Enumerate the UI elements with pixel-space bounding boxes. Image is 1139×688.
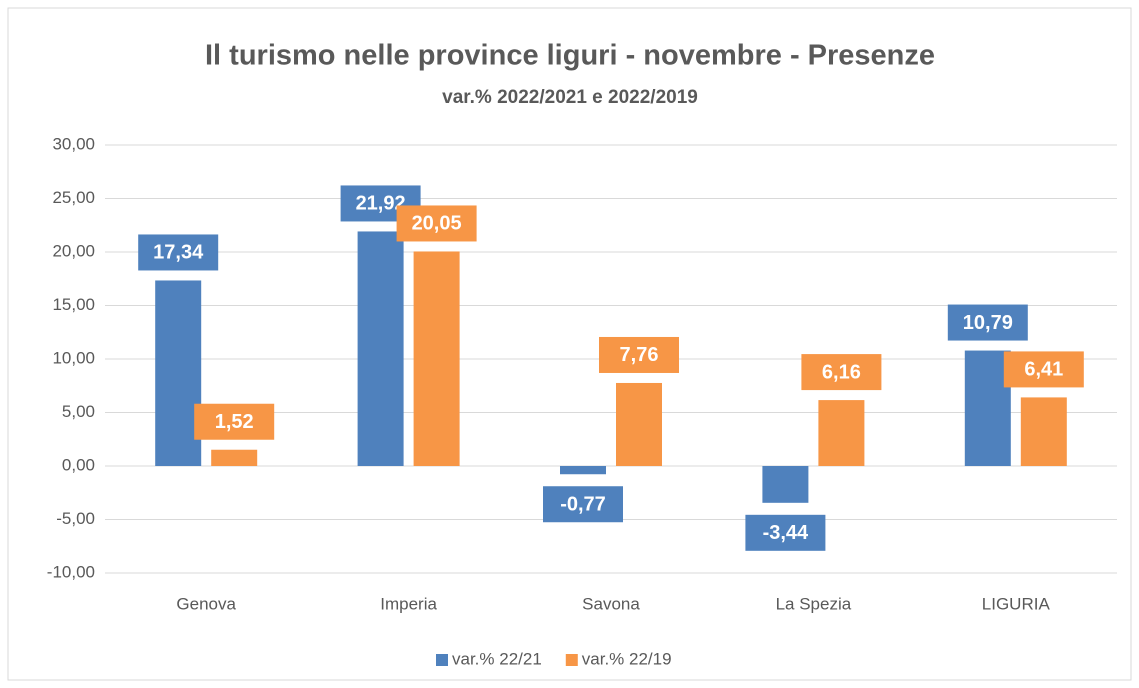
y-tick-label: 0,00 (62, 455, 95, 474)
y-tick-label: -5,00 (56, 509, 95, 528)
data-label-box (1003, 351, 1084, 388)
y-tick-label: 30,00 (52, 134, 95, 153)
y-tick-label: 15,00 (52, 295, 95, 314)
bar (964, 350, 1011, 466)
legend-swatch (565, 654, 578, 666)
y-tick-label: 25,00 (52, 188, 95, 207)
data-label-box (801, 354, 882, 391)
data-label-box (745, 514, 826, 551)
data-label-box (138, 234, 219, 271)
data-label: 17,34 (153, 242, 204, 264)
data-label: -3,44 (763, 522, 809, 544)
y-tick-label: 20,00 (52, 241, 95, 260)
x-tick-label: La Spezia (776, 594, 852, 613)
data-label: -0,77 (560, 494, 606, 516)
bar (357, 231, 404, 466)
chart-subtitle: var.% 2022/2021 e 2022/2019 (442, 87, 698, 108)
bar (155, 280, 202, 466)
legend-swatch (436, 654, 448, 666)
data-label: 1,52 (215, 411, 254, 433)
data-label: 7,76 (620, 344, 659, 366)
x-tick-label: Imperia (380, 594, 437, 613)
data-label-box (543, 486, 623, 523)
data-label-box (194, 403, 275, 440)
legend-label: var.% 22/19 (582, 649, 672, 668)
y-tick-label: -10,00 (47, 562, 95, 581)
bar (1020, 397, 1067, 466)
x-tick-label: LIGURIA (982, 594, 1051, 613)
data-label: 10,79 (963, 312, 1013, 334)
y-tick-label: 5,00 (62, 402, 95, 421)
bar (616, 382, 662, 466)
bar (560, 466, 606, 475)
data-label-box (599, 336, 679, 373)
x-tick-label: Genova (176, 594, 236, 613)
bar (211, 449, 258, 466)
data-label: 20,05 (412, 213, 462, 235)
legend-label: var.% 22/21 (452, 649, 542, 668)
data-label: 6,41 (1024, 359, 1063, 381)
x-tick-label: Savona (582, 594, 640, 613)
data-label: 6,16 (822, 361, 861, 383)
bar (413, 251, 460, 466)
data-label-box (396, 205, 477, 242)
y-tick-label: 10,00 (52, 348, 95, 367)
chart-title: Il turismo nelle province liguri - novem… (205, 40, 935, 72)
data-label: 21,92 (356, 193, 406, 215)
bar (762, 466, 809, 503)
bar (818, 400, 865, 466)
data-label-box (947, 304, 1028, 341)
